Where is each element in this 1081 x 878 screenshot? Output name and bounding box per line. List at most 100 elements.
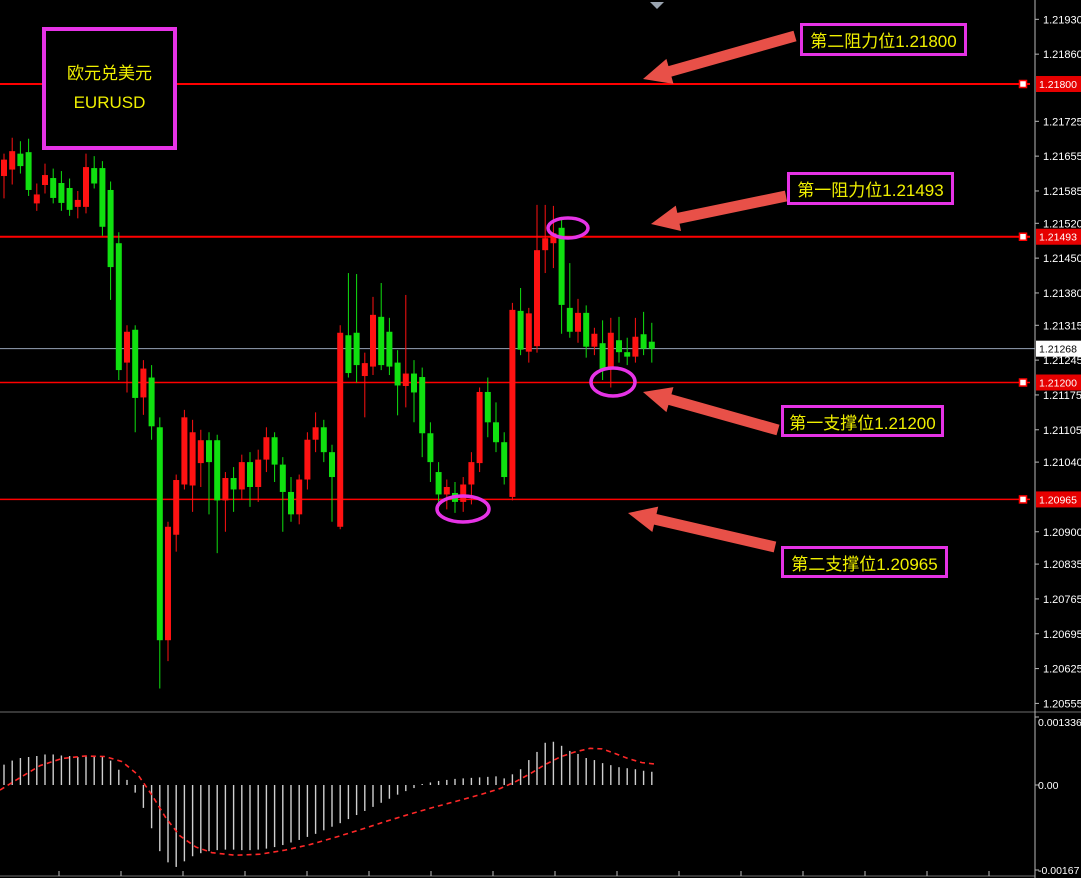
- candle: [288, 477, 294, 522]
- candle: [534, 204, 540, 353]
- price-tick-label: 1.21245: [1043, 355, 1081, 367]
- candle: [25, 138, 32, 196]
- candle: [476, 387, 483, 473]
- price-tick-label: 1.21655: [1043, 151, 1081, 163]
- candle: [9, 137, 16, 185]
- candle: [648, 322, 655, 363]
- candle: [616, 316, 622, 363]
- arrow-to-second-resistance[interactable]: [643, 30, 797, 84]
- candle: [140, 360, 147, 415]
- candle: [337, 325, 344, 530]
- candle: [320, 419, 327, 463]
- candle: [558, 216, 565, 334]
- candle: [99, 161, 106, 236]
- candle: [542, 204, 549, 274]
- candle: [58, 171, 65, 211]
- arrow-to-first-resistance[interactable]: [651, 190, 788, 232]
- candle: [173, 474, 180, 552]
- price-tick-label: 1.21380: [1043, 288, 1081, 300]
- candle: [394, 350, 401, 416]
- candle: [165, 521, 171, 662]
- candle: [435, 462, 442, 507]
- line-drag-handle[interactable]: [1018, 232, 1028, 241]
- highlight-ellipse-peak-near-first-resistance[interactable]: [546, 216, 590, 240]
- level-price-badge: [1036, 491, 1081, 508]
- candle: [42, 163, 48, 194]
- level-price-badge-label: 1.21800: [1039, 79, 1077, 91]
- level-price-badge: [1036, 374, 1081, 391]
- price-tick-label: 1.21520: [1043, 218, 1081, 230]
- line-drag-handle[interactable]: [1018, 378, 1028, 387]
- candle: [607, 317, 614, 388]
- candle: [509, 302, 516, 501]
- candle: [345, 273, 352, 378]
- price-tick-label: 1.20765: [1043, 594, 1081, 606]
- price-tick-label: 1.20625: [1043, 664, 1081, 676]
- arrow-to-second-support[interactable]: [628, 506, 777, 553]
- candle: [427, 422, 434, 483]
- candle: [124, 325, 130, 393]
- candle: [361, 352, 368, 418]
- candle: [279, 457, 286, 532]
- highlight-ellipse-pullback-at-first-support[interactable]: [589, 366, 637, 398]
- price-tick-label: 1.21585: [1043, 186, 1081, 198]
- level-price-badge: [1036, 228, 1081, 245]
- candle: [501, 432, 508, 485]
- annotation-first-support[interactable]: 第一支撑位1.21200: [781, 405, 944, 437]
- candle: [353, 274, 360, 383]
- arrow-to-first-support[interactable]: [643, 387, 780, 436]
- candle: [550, 205, 557, 269]
- symbol-title-box[interactable]: 欧元兑美元 EURUSD: [42, 27, 177, 150]
- candle: [370, 296, 376, 376]
- price-tick-label: 1.20555: [1043, 698, 1081, 710]
- price-tick-label: 1.21040: [1043, 457, 1081, 469]
- current-price-badge: [1036, 340, 1081, 357]
- candle: [443, 479, 450, 510]
- candle: [271, 432, 278, 483]
- candle: [222, 472, 229, 532]
- candle: [33, 183, 40, 211]
- current-price-badge-label: 1.21268: [1039, 344, 1077, 356]
- signal-line: [0, 747, 657, 857]
- candlestick-series: [1, 137, 655, 689]
- candle: [83, 153, 89, 214]
- highlight-ellipse-bottom-near-second-support[interactable]: [435, 494, 491, 524]
- scroll-to-end-marker[interactable]: [650, 2, 664, 9]
- price-tick-label: 1.20900: [1043, 527, 1081, 539]
- candle: [91, 156, 98, 189]
- candle: [230, 467, 237, 512]
- candle: [632, 317, 639, 363]
- candle: [115, 232, 122, 381]
- symbol-name-cn: 欧元兑美元: [67, 63, 152, 83]
- line-drag-handle[interactable]: [1018, 79, 1028, 89]
- candle: [640, 311, 647, 356]
- candle: [206, 432, 212, 515]
- candle: [411, 360, 417, 423]
- level-price-badge-label: 1.21493: [1039, 232, 1077, 244]
- candle: [624, 337, 631, 366]
- annotation-second-support[interactable]: 第二支撑位1.20965: [781, 546, 948, 578]
- candle: [66, 178, 73, 216]
- price-tick-label: 1.21175: [1043, 390, 1081, 402]
- price-tick-label: 1.21930: [1043, 14, 1081, 26]
- price-tick-label: 1.21725: [1043, 116, 1081, 128]
- annotation-label: 第一支撑位1.21200: [789, 413, 936, 433]
- candle: [378, 283, 385, 371]
- candle: [107, 181, 114, 300]
- candle: [214, 434, 221, 554]
- candle: [525, 307, 532, 363]
- annotation-first-resistance[interactable]: 第一阻力位1.21493: [787, 172, 954, 205]
- line-drag-handle[interactable]: [1018, 495, 1028, 504]
- price-tick-label: 1.21105: [1043, 425, 1081, 437]
- price-tick-label: 1.20835: [1043, 559, 1081, 571]
- indicator-tick-label: 0.00: [1038, 780, 1059, 792]
- annotation-second-resistance[interactable]: 第二阻力位1.21800: [800, 23, 967, 56]
- candle: [17, 141, 24, 174]
- annotation-label: 第二支撑位1.20965: [791, 554, 938, 574]
- macd-histogram: [3, 741, 653, 867]
- candle: [189, 419, 196, 512]
- candle: [591, 327, 598, 356]
- candle: [386, 317, 393, 376]
